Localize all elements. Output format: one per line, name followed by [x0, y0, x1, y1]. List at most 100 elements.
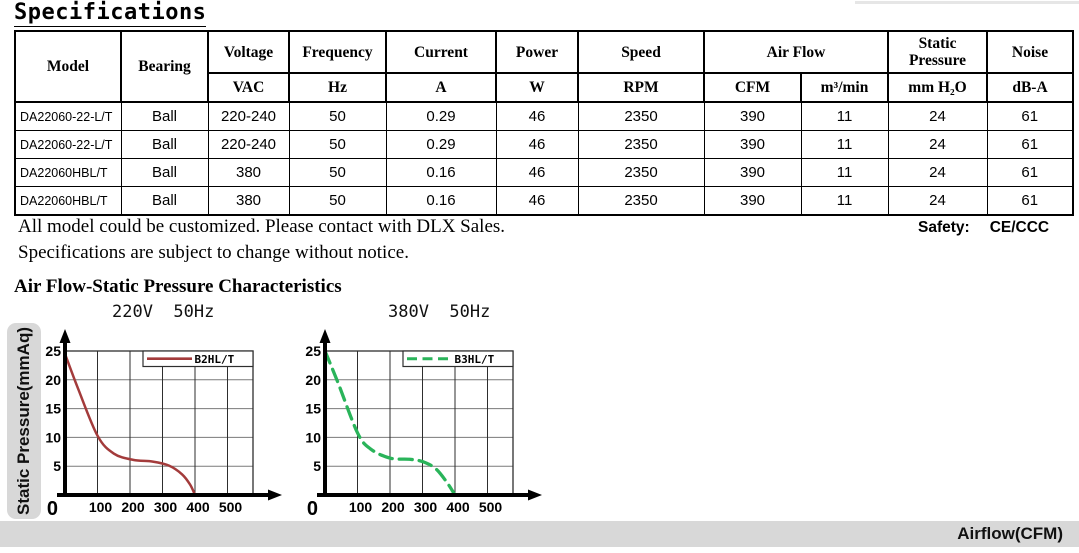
footnote-line-2: Specifications are subject to change wit…	[18, 242, 409, 263]
table-cell: 0.16	[385, 186, 497, 216]
table-cell: 61	[986, 186, 1074, 216]
table-cell: 11	[800, 158, 889, 187]
page-artifact-line	[855, 1, 1079, 4]
x-axis-arrow	[528, 489, 542, 501]
chart-right-subtitle: 380V 50Hz	[388, 302, 491, 322]
col-header-static-pressure: Static Pressure	[887, 30, 989, 74]
y-tick-label: 5	[53, 458, 61, 474]
data-curve	[323, 349, 457, 497]
table-row: DA22060HBL/T Ball 380 50 0.16 46 2350 390 11 24 61	[14, 158, 1074, 187]
table-cell: 24	[887, 101, 988, 131]
table-cell: 0.16	[385, 158, 497, 187]
table-cell: 46	[495, 186, 579, 216]
x-tick-label: 500	[479, 499, 503, 515]
table-cell: 24	[887, 130, 988, 159]
safety-label: Safety:	[918, 219, 970, 236]
table-cell: 220-240	[207, 101, 290, 131]
table-cell: 61	[986, 101, 1074, 131]
x-tick-label: 100	[349, 499, 373, 515]
x-axis-arrow	[268, 489, 282, 501]
x-axis-label: Airflow(CFM)	[957, 524, 1063, 543]
col-header-current: Current	[385, 30, 497, 74]
table-cell: 2350	[577, 186, 705, 216]
unit-mmh2o: mm H₂O	[887, 72, 989, 103]
table-cell: 24	[887, 186, 988, 216]
col-header-model: Model	[14, 30, 122, 103]
table-cell: 50	[288, 158, 387, 187]
safety-value: CE/CCC	[989, 219, 1050, 236]
data-curve	[63, 352, 197, 497]
unit-vac: VAC	[207, 72, 290, 103]
unit-dba: dB-A	[986, 72, 1075, 103]
plot-border	[64, 350, 254, 496]
table-cell: 61	[986, 130, 1074, 159]
plot-border	[324, 350, 514, 496]
unit-cfm: CFM	[703, 72, 802, 103]
chart-left-subtitle: 220V 50Hz	[112, 302, 215, 322]
table-cell: Ball	[120, 158, 209, 187]
table-cell: 390	[703, 130, 802, 159]
table-cell: 390	[703, 158, 802, 187]
footnote-line-1: All model could be customized. Please co…	[18, 216, 506, 237]
x-tick-label: 200	[381, 499, 405, 515]
table-cell: 61	[986, 158, 1074, 187]
table-row: DA22060HBL/T Ball 380 50 0.16 46 2350 390 11 24 61	[14, 186, 1074, 216]
y-tick-label: 25	[305, 343, 321, 359]
col-header-bearing: Bearing	[120, 30, 209, 103]
y-tick-label: 15	[45, 401, 61, 417]
table-cell: 50	[288, 130, 387, 159]
table-cell: 11	[800, 130, 889, 159]
table-cell: 46	[495, 130, 579, 159]
table-cell: DA22060HBL/T	[14, 158, 122, 187]
table-cell: 220-240	[207, 130, 290, 159]
origin-tick-label: 0	[47, 498, 58, 520]
table-cell: 2350	[577, 158, 705, 187]
x-tick-label: 500	[219, 499, 243, 515]
table-cell: Ball	[120, 101, 209, 131]
y-tick-label: 5	[313, 458, 321, 474]
table-row: DA22060-22-L/T Ball 220-240 50 0.29 46 2350 390…	[14, 130, 1074, 159]
table-cell: Ball	[120, 130, 209, 159]
table-cell: 380	[207, 186, 290, 216]
unit-w: W	[495, 72, 579, 103]
table-cell: 380	[207, 158, 290, 187]
y-tick-label: 15	[305, 401, 321, 417]
unit-hz: Hz	[288, 72, 387, 103]
table-cell: 24	[887, 158, 988, 187]
table-cell: DA22060HBL/T	[14, 186, 122, 216]
x-tick-label: 200	[121, 499, 145, 515]
table-cell: 0.29	[385, 101, 497, 131]
col-header-voltage: Voltage	[207, 30, 290, 74]
table-cell: 46	[495, 158, 579, 187]
table-cell: 2350	[577, 101, 705, 131]
table-cell: 2350	[577, 130, 705, 159]
table-cell: DA22060-22-L/T	[14, 101, 122, 131]
y-tick-label: 10	[45, 429, 61, 445]
table-row: DA22060-22-L/T Ball 220-240 50 0.29 46 2350 390…	[14, 101, 1074, 131]
legend-label: B3HL/T	[455, 353, 495, 366]
table-cell: Ball	[120, 186, 209, 216]
table-cell: 390	[703, 186, 802, 216]
y-tick-label: 10	[305, 429, 321, 445]
chart-380v: B3HL/T 0 100 200 300 400 500 5 10 15 20 25	[305, 329, 542, 520]
section-title: Air Flow-Static Pressure Characteristics	[14, 276, 342, 297]
safety-certification: Safety: CE/CCC	[918, 219, 1049, 237]
unit-rpm: RPM	[577, 72, 705, 103]
x-tick-label: 100	[89, 499, 113, 515]
unit-m3min: m³/min	[799, 72, 890, 103]
footnotes: All model could be customized. Please co…	[18, 214, 505, 266]
table-cell: 46	[495, 101, 579, 131]
chart-220v: B2HL/T 0 100 200 300 400 500 5 10 15 20 25	[45, 329, 282, 520]
table-cell: 50	[288, 101, 387, 131]
unit-a: A	[385, 72, 497, 103]
legend-label: B2HL/T	[195, 353, 235, 366]
y-axis-label-bar: Static Pressure(mmAq)	[7, 323, 41, 519]
origin-tick-label: 0	[307, 498, 318, 520]
y-axis-arrow	[319, 329, 331, 343]
y-tick-label: 20	[45, 372, 61, 388]
legend-box	[402, 350, 514, 368]
table-cell: 50	[288, 186, 387, 216]
page-title: Specifications	[14, 0, 207, 27]
table-cell: 0.29	[385, 130, 497, 159]
x-tick-label: 400	[186, 499, 210, 515]
